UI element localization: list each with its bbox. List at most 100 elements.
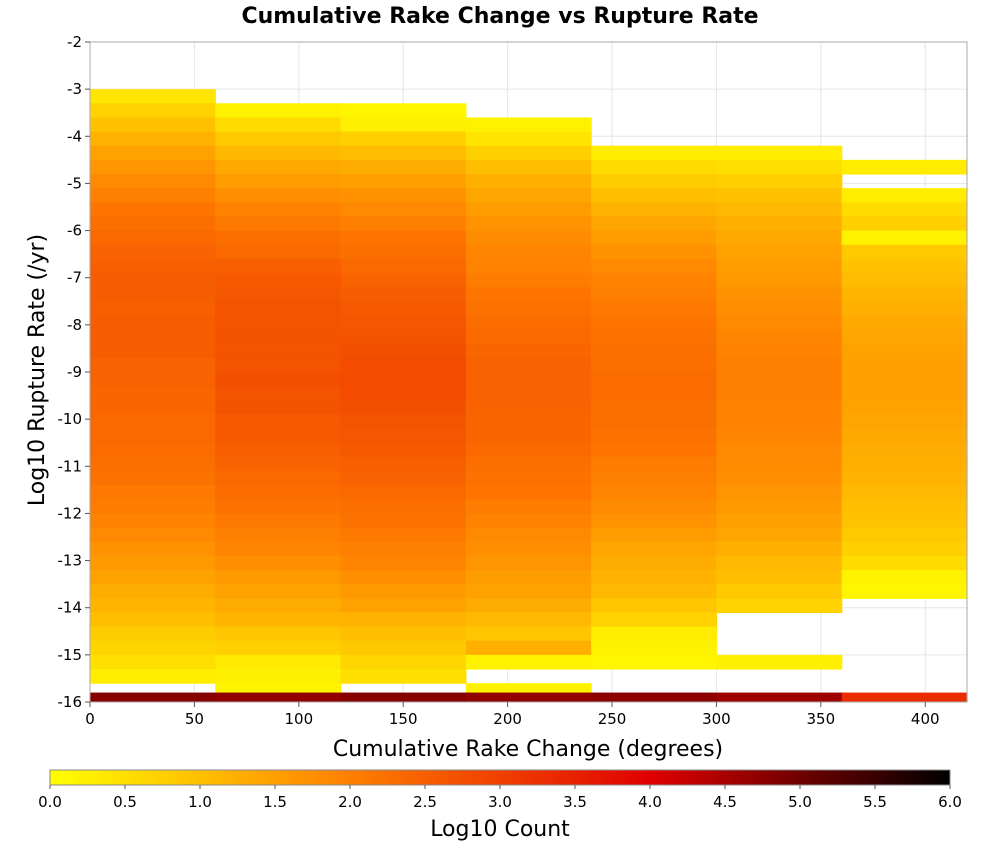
heatmap-cell: [215, 301, 342, 317]
heatmap-cell: [215, 372, 342, 387]
colorbar-tick-label: 2.5: [413, 793, 437, 811]
heatmap-cell: [215, 654, 342, 670]
colorbar-tick-label: 0.0: [38, 793, 62, 811]
heatmap-cell: [716, 414, 843, 430]
heatmap-cell: [340, 343, 467, 359]
heatmap-cell: [465, 612, 592, 628]
heatmap-cell: [716, 485, 843, 500]
heatmap-cell: [90, 145, 216, 161]
heatmap-cell: [591, 273, 718, 288]
heatmap-cell: [465, 131, 592, 147]
heatmap-cell: [841, 343, 968, 359]
heatmap-cell: [591, 258, 718, 274]
x-axis-ticks: 0 50 100 150 200 250 300 350 400: [85, 702, 940, 728]
heatmap-cell: [591, 315, 718, 331]
heatmap-cells: [90, 89, 968, 702]
heatmap-cell: [591, 372, 718, 387]
y-tick-label: -7: [67, 269, 82, 287]
heatmap-cell: [591, 301, 718, 317]
heatmap-cell: [591, 174, 718, 189]
heatmap-cell: [716, 527, 843, 543]
x-tick-label: 0: [85, 710, 95, 728]
heatmap-cell: [340, 471, 467, 486]
heatmap-cell: [465, 117, 592, 133]
heatmap-cell: [465, 386, 592, 401]
heatmap-cell: [215, 357, 342, 373]
heatmap-cell: [591, 159, 718, 175]
heatmap-cell: [340, 428, 467, 444]
heatmap-cell: [716, 692, 843, 702]
heatmap-cell: [340, 159, 467, 175]
heatmap-cell: [841, 499, 968, 515]
heatmap-cell: [465, 414, 592, 430]
heatmap-cell: [841, 471, 968, 486]
heatmap-cell: [340, 654, 467, 670]
heatmap-cell: [90, 499, 216, 515]
heatmap-cell: [215, 414, 342, 430]
heatmap-cell: [465, 329, 592, 345]
heatmap-cell: [465, 570, 592, 585]
heatmap-cell: [841, 202, 968, 218]
heatmap-cell: [215, 103, 342, 119]
heatmap-cell: [90, 541, 216, 557]
heatmap-cell: [716, 202, 843, 218]
heatmap-cell: [90, 428, 216, 444]
heatmap-cell: [465, 202, 592, 218]
heatmap-cell: [841, 287, 968, 302]
heatmap-cell: [90, 372, 216, 387]
heatmap-cell: [340, 527, 467, 543]
heatmap-cell: [90, 230, 216, 246]
heatmap-cell: [90, 456, 216, 472]
heatmap-cell: [340, 442, 467, 458]
heatmap-cell: [215, 188, 342, 203]
heatmap-cell: [465, 230, 592, 246]
heatmap-cell: [716, 188, 843, 203]
x-tick-label: 400: [911, 710, 940, 728]
heatmap-cell: [215, 555, 342, 571]
heatmap-cell: [340, 174, 467, 189]
heatmap-cell: [340, 315, 467, 331]
heatmap-cell: [591, 428, 718, 444]
heatmap-cell: [591, 216, 718, 232]
heatmap-cell: [215, 527, 342, 543]
heatmap-cell: [90, 103, 216, 119]
heatmap-cell: [90, 131, 216, 147]
heatmap-cell: [591, 485, 718, 500]
heatmap-cell: [716, 400, 843, 416]
heatmap-cell: [215, 626, 342, 642]
heatmap-cell: [215, 570, 342, 585]
heatmap-cell: [90, 555, 216, 571]
heatmap-cell: [591, 188, 718, 203]
heatmap-cell: [90, 598, 216, 614]
heatmap-cell: [90, 414, 216, 430]
heatmap-cell: [465, 499, 592, 515]
heatmap-cell: [841, 414, 968, 430]
heatmap-cell: [340, 626, 467, 642]
heatmap-cell: [340, 414, 467, 430]
heatmap-cell: [716, 315, 843, 331]
heatmap-cell: [591, 471, 718, 486]
heatmap-cell: [340, 258, 467, 274]
x-tick-label: 250: [598, 710, 627, 728]
colorbar-tick-label: 4.0: [638, 793, 662, 811]
heatmap-cell: [716, 216, 843, 232]
heatmap-cell: [215, 456, 342, 472]
heatmap-cell: [340, 555, 467, 571]
heatmap-cell: [841, 357, 968, 373]
x-tick-label: 300: [702, 710, 731, 728]
heatmap-cell: [716, 372, 843, 387]
heatmap-cell: [465, 315, 592, 331]
heatmap-cell: [215, 471, 342, 486]
heatmap-cell: [340, 499, 467, 515]
heatmap-cell: [90, 244, 216, 260]
chart-title: Cumulative Rake Change vs Rupture Rate: [241, 4, 758, 29]
heatmap-cell: [90, 258, 216, 274]
x-tick-label: 150: [389, 710, 418, 728]
heatmap-cell: [591, 612, 718, 628]
heatmap-cell: [340, 584, 467, 599]
y-tick-label: -11: [58, 457, 83, 475]
x-tick-label: 200: [493, 710, 522, 728]
heatmap-cell: [340, 230, 467, 246]
heatmap-cell: [90, 485, 216, 500]
heatmap-cell: [215, 273, 342, 288]
